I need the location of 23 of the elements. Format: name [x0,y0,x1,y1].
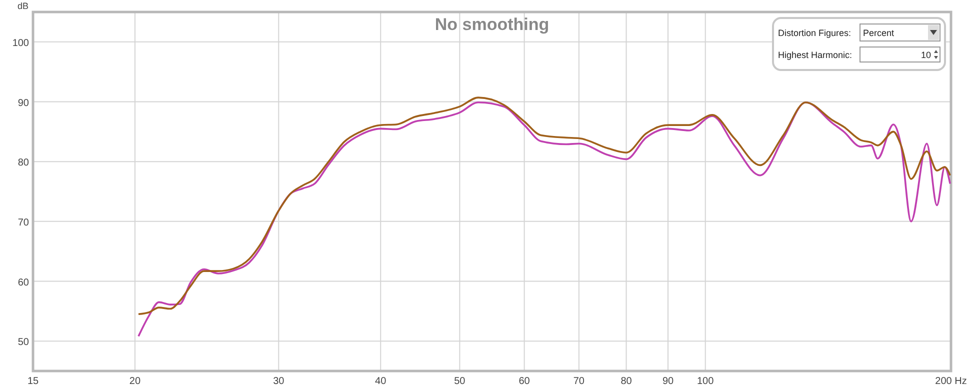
y-axis-title: dB [17,1,29,11]
annotation: Distortion Figures: [778,28,852,38]
y-tick-label: 100 [12,38,30,49]
annotation: 10 [920,50,931,60]
x-tick-label: 70 [573,376,585,387]
x-tick-label: 30 [273,376,285,387]
x-tick-label: 40 [375,376,387,387]
annotation: Percent [863,28,895,38]
x-tick-label: 90 [662,376,674,387]
y-tick-label: 50 [18,337,30,348]
x-tick-label: 80 [620,376,632,387]
x-tick-label: 60 [518,376,530,387]
x-tick-label: 50 [454,376,466,387]
y-tick-label: 70 [18,217,30,228]
y-tick-label: 60 [18,277,30,288]
x-tick-label: 100 [697,376,714,387]
annotation: Highest Harmonic: [778,50,852,60]
y-tick-label: 80 [18,158,30,169]
x-tick-label: 20 [129,376,141,387]
y-tick-label: 90 [18,98,30,109]
chart-title: No smoothing [434,15,550,34]
x-tick-label: 200 Hz [935,376,967,387]
x-tick-label: 15 [27,376,39,387]
